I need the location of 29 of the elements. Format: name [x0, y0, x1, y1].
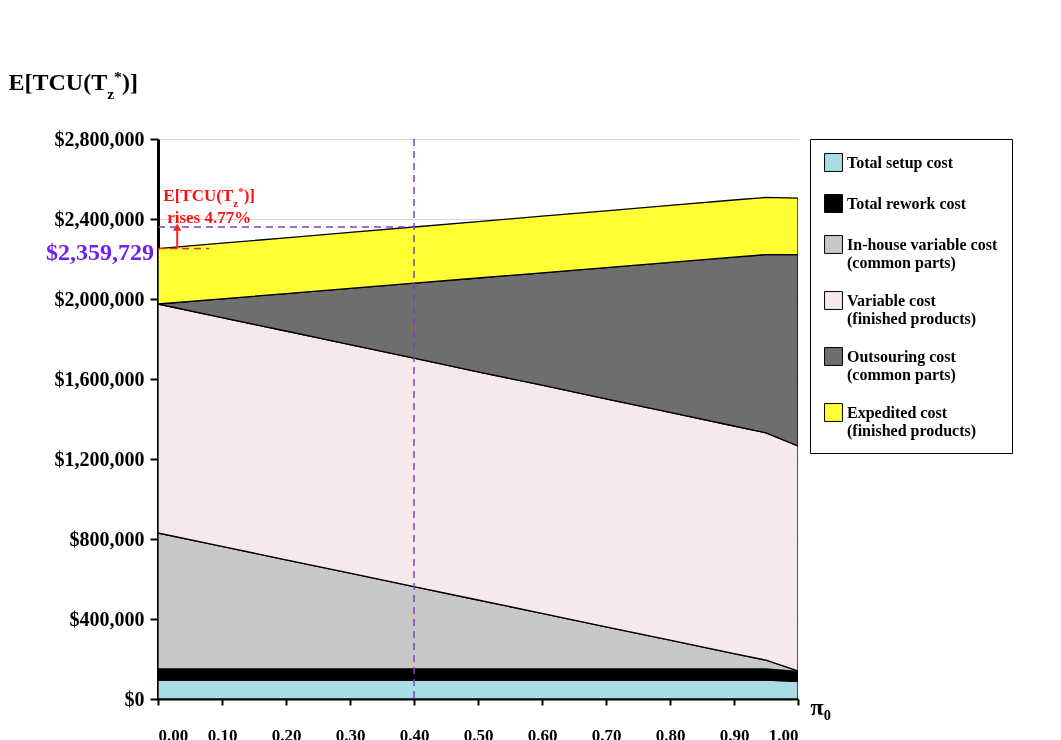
x-tick-label: 0.30 — [335, 725, 366, 740]
x-tick-label: 0.20 — [271, 725, 302, 740]
legend-label: Expedited cost (finished products) — [847, 403, 977, 440]
legend-label: Total rework cost — [847, 194, 967, 212]
x-tick-label: 0.70 — [591, 725, 622, 740]
x-tick-label: 1.00 — [768, 725, 799, 740]
y-tick-label: $800,000 — [69, 527, 145, 550]
x-tick-label: 0.80 — [655, 725, 686, 740]
x-tick-label: 0.50 — [463, 725, 494, 740]
y-tick-label: $2,800,000 — [54, 127, 145, 150]
x-tick-label: 0.10 — [207, 725, 238, 740]
y-tick-label: $400,000 — [69, 607, 145, 630]
y-tick-label: $2,000,000 — [54, 287, 145, 310]
annotation: $2,359,729 — [46, 239, 154, 266]
x-tick-label: 0.40 — [399, 725, 430, 740]
legend-label: Outsouring cost (common parts) — [847, 347, 957, 384]
x-tick-label: 0.90 — [719, 725, 750, 740]
legend-label: Variable cost (finished products) — [847, 291, 977, 328]
legend-label: Total setup cost — [847, 153, 954, 172]
y-axis-title: E[TCU(T$_{z}$$^{*}$)] — [8, 67, 138, 101]
y-tick-label: $1,600,000 — [54, 367, 145, 390]
y-tick-label: $0 — [124, 687, 145, 710]
y-tick-label: $2,400,000 — [54, 207, 145, 230]
x-tick-label: 0.60 — [527, 725, 558, 740]
y-tick-label: $1,200,000 — [54, 447, 145, 470]
annotation: E[TCU(T$_{z}$$^{*}$)] rises 4.77% — [163, 185, 256, 228]
x-tick-label: 0.00 — [158, 725, 189, 740]
legend-label: In-house variable cost (common parts) — [847, 235, 998, 272]
x-axis-title: π₀ — [810, 693, 831, 720]
